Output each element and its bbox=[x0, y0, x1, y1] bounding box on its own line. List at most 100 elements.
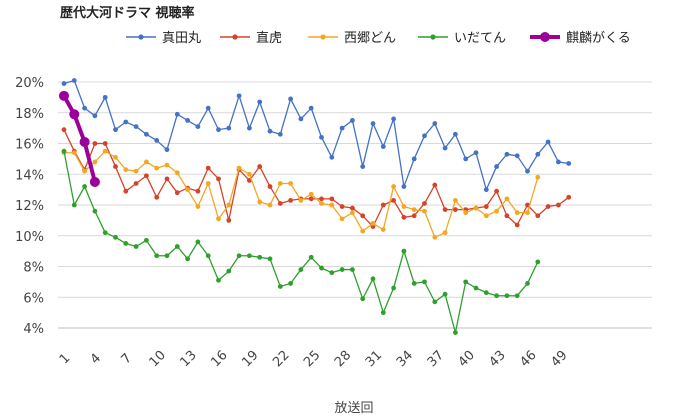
data-point bbox=[504, 213, 510, 219]
data-point bbox=[267, 184, 273, 189]
y-tick-label: 18% bbox=[15, 107, 44, 122]
data-point bbox=[247, 171, 252, 177]
legend-marker bbox=[540, 32, 550, 42]
data-point bbox=[432, 121, 438, 126]
data-point bbox=[133, 124, 139, 129]
data-point bbox=[216, 277, 221, 283]
data-point bbox=[380, 310, 386, 316]
x-tick-label: 10 bbox=[147, 348, 169, 370]
data-point bbox=[391, 197, 396, 203]
y-tick-label: 14% bbox=[15, 168, 44, 183]
data-point bbox=[113, 154, 118, 160]
data-point bbox=[319, 134, 324, 140]
data-point bbox=[473, 150, 479, 156]
data-point bbox=[308, 254, 314, 260]
series-line bbox=[63, 151, 539, 334]
x-tick-label: 16 bbox=[208, 348, 230, 370]
data-point bbox=[360, 213, 366, 219]
data-point bbox=[61, 127, 67, 133]
data-point bbox=[494, 293, 499, 299]
data-point bbox=[236, 253, 242, 259]
data-point bbox=[247, 253, 252, 259]
data-point bbox=[298, 116, 304, 122]
data-point bbox=[298, 267, 304, 272]
data-point bbox=[360, 164, 366, 169]
y-tick-label: 10% bbox=[15, 230, 44, 245]
data-point bbox=[205, 165, 211, 171]
data-point bbox=[185, 256, 191, 262]
data-point bbox=[288, 197, 293, 203]
axis-layer: 4% 6% 8% 10% 12% 14% 16% 18% 20% 1 4 7 10 13 16 19 22 25 2… bbox=[15, 76, 652, 370]
data-point bbox=[164, 176, 170, 182]
x-tick-label: 25 bbox=[301, 348, 323, 370]
data-point bbox=[494, 188, 499, 194]
data-point bbox=[267, 128, 273, 134]
data-point bbox=[144, 173, 149, 179]
x-tick-label: 34 bbox=[394, 348, 416, 370]
data-point bbox=[556, 202, 561, 208]
data-point bbox=[144, 159, 149, 165]
data-point bbox=[277, 181, 283, 186]
data-point bbox=[123, 188, 129, 194]
legend-label: 麒麟がくる bbox=[566, 30, 631, 46]
data-point bbox=[514, 293, 520, 299]
data-point bbox=[422, 133, 427, 139]
data-point bbox=[195, 124, 201, 129]
data-point bbox=[504, 196, 510, 202]
data-point bbox=[350, 267, 355, 272]
data-point bbox=[82, 168, 87, 174]
data-point bbox=[319, 201, 324, 206]
data-point bbox=[319, 196, 324, 202]
data-point bbox=[453, 131, 458, 137]
data-point bbox=[174, 170, 180, 176]
data-point bbox=[525, 281, 530, 286]
data-point bbox=[61, 148, 67, 154]
x-tick-label: 4 bbox=[88, 351, 104, 367]
data-point bbox=[236, 165, 242, 171]
data-point bbox=[164, 253, 170, 259]
data-point bbox=[453, 207, 458, 213]
x-tick-label: 19 bbox=[239, 348, 261, 370]
data-point bbox=[257, 254, 263, 260]
data-point bbox=[71, 150, 77, 156]
data-point bbox=[442, 145, 448, 151]
data-point bbox=[442, 207, 448, 213]
y-tick-label: 6% bbox=[23, 291, 44, 306]
data-point bbox=[411, 213, 417, 219]
data-point bbox=[525, 168, 530, 174]
data-point bbox=[494, 208, 499, 214]
data-point bbox=[350, 210, 355, 216]
data-point bbox=[566, 161, 572, 166]
data-point bbox=[154, 194, 160, 200]
legend-label: 西郷どん bbox=[344, 31, 396, 46]
legend-item: 直虎 bbox=[220, 31, 282, 46]
data-point bbox=[123, 167, 129, 173]
data-point bbox=[144, 237, 149, 243]
x-tick-label: 37 bbox=[425, 348, 447, 370]
series-2 bbox=[61, 127, 572, 229]
data-point bbox=[257, 164, 263, 169]
legend-item: 西郷どん bbox=[308, 31, 396, 46]
series-layer bbox=[59, 78, 572, 336]
data-point bbox=[288, 181, 293, 186]
data-point bbox=[79, 136, 90, 147]
legend-layer: 真田丸 直虎 西郷どん いだてん 麒麟がくる bbox=[126, 30, 631, 46]
data-point bbox=[226, 125, 232, 131]
series-line bbox=[63, 79, 569, 191]
data-point bbox=[195, 204, 201, 209]
data-point bbox=[391, 285, 396, 291]
legend-marker bbox=[232, 34, 238, 40]
data-point bbox=[277, 201, 283, 206]
data-point bbox=[483, 290, 489, 296]
data-point bbox=[298, 197, 304, 203]
data-point bbox=[226, 202, 232, 208]
data-point bbox=[82, 184, 87, 189]
data-point bbox=[329, 202, 335, 208]
data-point bbox=[154, 253, 160, 259]
data-point bbox=[164, 162, 170, 168]
data-point bbox=[267, 202, 273, 208]
data-point bbox=[205, 181, 211, 186]
data-point bbox=[401, 214, 407, 220]
series-1 bbox=[61, 78, 572, 193]
